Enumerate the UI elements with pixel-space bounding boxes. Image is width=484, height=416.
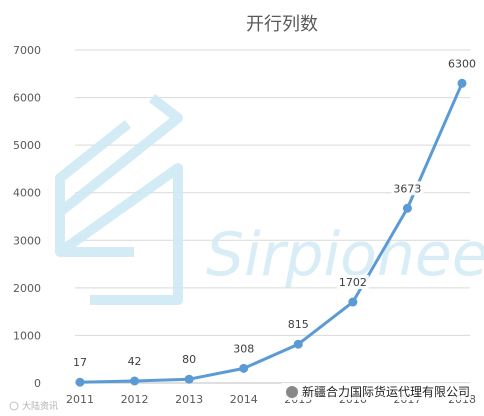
data-label-bg bbox=[336, 275, 369, 290]
y-tick-label: 4000 bbox=[13, 187, 41, 200]
data-label: 42 bbox=[128, 355, 142, 368]
data-label-bg bbox=[446, 56, 478, 71]
data-point bbox=[402, 203, 412, 213]
y-axis-ticks: 0 1000 2000 3000 4000 5000 6000 7000 bbox=[13, 44, 41, 390]
data-label-bg bbox=[180, 352, 199, 367]
data-label-bg bbox=[285, 317, 311, 332]
data-point bbox=[293, 339, 303, 349]
x-tick-label: 2014 bbox=[230, 393, 258, 406]
y-tick-label: 2000 bbox=[13, 282, 41, 295]
y-tick-label: 5000 bbox=[13, 139, 41, 152]
data-label: 6300 bbox=[448, 57, 476, 70]
data-point bbox=[184, 374, 194, 384]
weibo-icon bbox=[9, 401, 19, 411]
data-label-bg bbox=[125, 354, 144, 369]
watermark-logo: Sirpionee bbox=[55, 94, 484, 305]
data-label-bg bbox=[231, 341, 257, 356]
series-line bbox=[79, 82, 464, 384]
data-label: 17 bbox=[73, 356, 87, 369]
data-label: 815 bbox=[288, 318, 309, 331]
data-label-bg bbox=[71, 355, 89, 370]
data-point bbox=[457, 78, 467, 88]
corner-tag-text: 大陆资讯 bbox=[22, 400, 58, 412]
data-label: 3673 bbox=[393, 182, 421, 195]
y-tick-label: 1000 bbox=[13, 329, 41, 342]
data-points bbox=[75, 78, 467, 387]
data-label-bg bbox=[391, 181, 424, 196]
corner-watermark: 大陆资讯 bbox=[9, 400, 58, 412]
data-label: 1702 bbox=[339, 276, 367, 289]
y-tick-label: 3000 bbox=[13, 234, 41, 247]
data-point bbox=[75, 377, 85, 387]
data-point bbox=[130, 376, 140, 386]
x-tick-label: 2013 bbox=[175, 393, 203, 406]
source-caption: 新疆合力国际货运代理有限公司 bbox=[281, 383, 471, 400]
data-label: 80 bbox=[182, 353, 196, 366]
x-tick-label: 2012 bbox=[121, 393, 149, 406]
source-text: 新疆合力国际货运代理有限公司 bbox=[302, 384, 470, 399]
data-point bbox=[348, 297, 358, 307]
x-tick-label: 2011 bbox=[66, 393, 94, 406]
data-labels: 17 42 80 308 815 1702 3673 6300 bbox=[71, 56, 478, 370]
data-point bbox=[239, 363, 249, 373]
data-label: 308 bbox=[233, 342, 254, 355]
y-tick-label: 6000 bbox=[13, 92, 41, 105]
chart-title: 开行列数 bbox=[246, 14, 318, 35]
y-tick-label: 0 bbox=[34, 377, 41, 390]
y-tick-label: 7000 bbox=[13, 44, 41, 57]
wechat-icon bbox=[286, 386, 298, 398]
